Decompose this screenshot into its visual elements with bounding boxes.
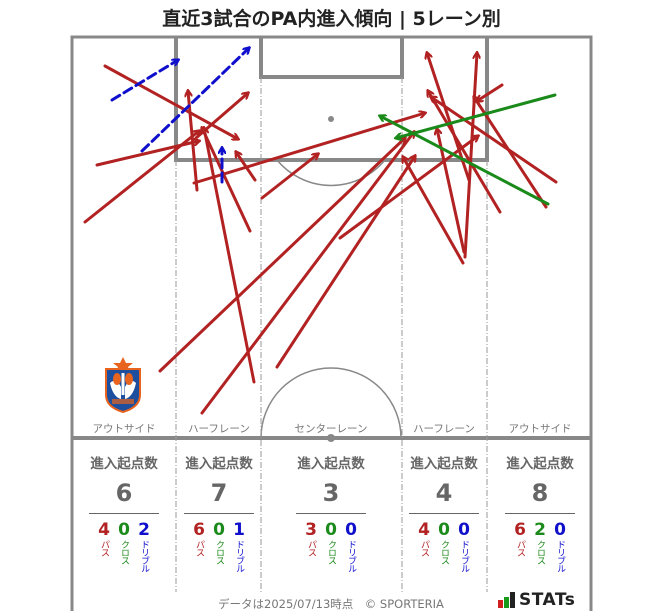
dribble-arrow — [110, 60, 178, 102]
divider — [184, 513, 254, 514]
entry-count: 6 — [115, 479, 133, 507]
pass-arrow — [192, 113, 425, 185]
cross-label: クロス — [326, 540, 336, 564]
pass-arrow — [474, 97, 548, 209]
pass-label: パス — [99, 540, 109, 556]
pass-arrow — [275, 156, 415, 369]
dribble-count: 1 — [233, 520, 245, 540]
type-breakdown: 6 パス 0 クロス 1 ドリブル — [179, 520, 259, 572]
entry-arrows — [83, 48, 558, 415]
cross-label: クロス — [119, 540, 129, 564]
type-breakdown: 4 パス 0 クロス 0 ドリブル — [404, 520, 484, 572]
pass-arrow — [200, 132, 414, 415]
entry-count-heading: 進入起点数 — [90, 456, 158, 472]
pass-label: パス — [306, 540, 316, 556]
dribble-count: 0 — [345, 520, 357, 540]
cross-count: 0 — [213, 520, 225, 540]
cross-count: 0 — [325, 520, 337, 540]
pass-count: 6 — [193, 520, 205, 540]
stats-bars-icon — [498, 592, 515, 608]
pass-arrow — [403, 157, 465, 265]
dribble-label: ドリブル — [555, 540, 565, 572]
divider — [296, 513, 366, 514]
cross-label: クロス — [439, 540, 449, 564]
type-breakdown: 4 パス 0 クロス 2 ドリブル — [84, 520, 164, 572]
pass-arrow — [260, 154, 318, 200]
pass-count: 6 — [514, 520, 526, 540]
entry-count: 8 — [531, 479, 549, 507]
cross-count: 0 — [438, 520, 450, 540]
dribble-count: 0 — [554, 520, 566, 540]
dribble-count: 2 — [138, 520, 150, 540]
dribble-count: 0 — [458, 520, 470, 540]
pass-arrow — [103, 64, 238, 139]
stats-brand: STATs — [519, 590, 576, 610]
type-breakdown: 3 パス 0 クロス 0 ドリブル — [291, 520, 371, 572]
pass-count: 4 — [98, 520, 110, 540]
data-date-credit: データは2025/07/13時点 © SPORTERIA — [218, 597, 444, 611]
dribble-label: ドリブル — [139, 540, 149, 572]
pass-count: 4 — [418, 520, 430, 540]
lane-label-center: センターレーン — [294, 423, 368, 435]
entry-count-heading: 進入起点数 — [185, 456, 253, 472]
entry-count: 3 — [322, 479, 340, 507]
dribble-label: ドリブル — [459, 540, 469, 572]
lane-label-outside-left: アウトサイド — [92, 423, 156, 435]
stats-logo: STATs — [498, 590, 575, 610]
lane-stats-center: 進入起点数 3 3 パス 0 クロス 0 ドリブル — [291, 452, 371, 572]
lane-stats-halfspace-right: 進入起点数 4 4 パス 0 クロス 0 ドリブル — [404, 452, 484, 572]
cross-arrow — [396, 93, 557, 138]
entry-count: 7 — [210, 479, 228, 507]
entry-count: 4 — [435, 479, 453, 507]
lane-stats-outside-right: 進入起点数 8 6 パス 2 クロス 0 ドリブル — [500, 452, 580, 572]
pass-arrow — [431, 97, 558, 184]
pass-arrow — [463, 53, 477, 259]
type-breakdown: 6 パス 2 クロス 0 ドリブル — [500, 520, 580, 572]
pass-label: パス — [419, 540, 429, 556]
pass-arrow — [477, 83, 504, 101]
pass-label: パス — [515, 540, 525, 556]
cross-label: クロス — [214, 540, 224, 564]
pass-count: 3 — [305, 520, 317, 540]
pass-arrow — [158, 138, 405, 373]
cross-arrow — [380, 116, 550, 206]
pass-arrow — [428, 91, 502, 214]
cross-count: 2 — [534, 520, 546, 540]
entry-count-heading: 進入起点数 — [297, 456, 365, 472]
entry-count-heading: 進入起点数 — [506, 456, 574, 472]
dribble-label: ドリブル — [346, 540, 356, 572]
pitch-lines — [70, 35, 593, 611]
lane-label-outside-right: アウトサイド — [508, 423, 572, 435]
pass-arrow — [202, 128, 252, 233]
lane-stats-halfspace-left: 進入起点数 7 6 パス 0 クロス 1 ドリブル — [179, 452, 259, 572]
dribble-arrow — [140, 48, 249, 153]
pass-arrow — [204, 128, 256, 384]
pass-arrow — [188, 91, 199, 192]
lane-label-halfspace-left: ハーフレーン — [188, 423, 250, 435]
chart-title: 直近3試合のPA内進入傾向 | 5レーン別 — [162, 8, 501, 30]
lane-label-halfspace-right: ハーフレーン — [413, 423, 475, 435]
pass-arrow — [338, 136, 478, 240]
cross-count: 0 — [118, 520, 130, 540]
divider — [89, 513, 159, 514]
team-crest-icon — [105, 357, 141, 413]
divider — [409, 513, 479, 514]
pass-label: パス — [194, 540, 204, 556]
entry-count-heading: 進入起点数 — [410, 456, 478, 472]
lane-stats-outside-left: 進入起点数 6 4 パス 0 クロス 2 ドリブル — [84, 452, 164, 572]
pass-arrow — [83, 131, 199, 224]
cross-label: クロス — [535, 540, 545, 564]
divider — [505, 513, 575, 514]
dribble-label: ドリブル — [234, 540, 244, 572]
